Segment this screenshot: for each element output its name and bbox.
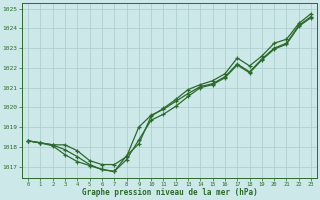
X-axis label: Graphe pression niveau de la mer (hPa): Graphe pression niveau de la mer (hPa) [82, 188, 258, 197]
